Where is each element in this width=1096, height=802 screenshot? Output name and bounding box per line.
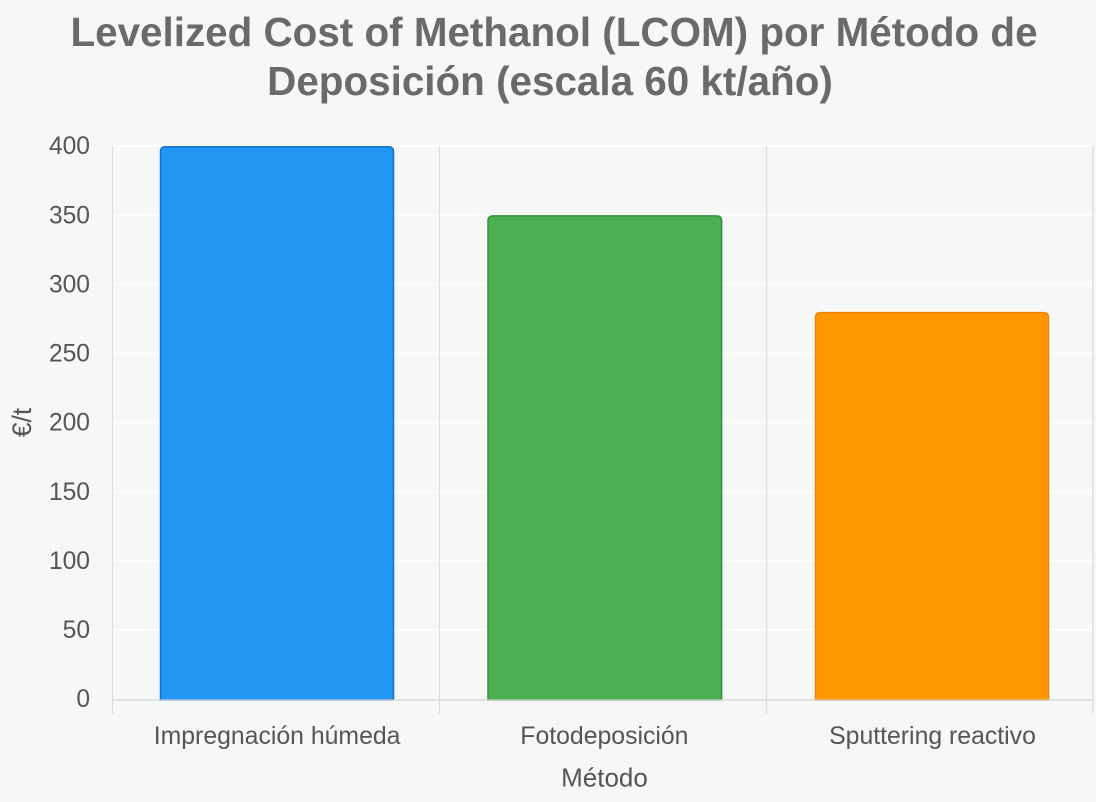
svg-text:0: 0 bbox=[76, 686, 90, 713]
svg-text:€/t: €/t bbox=[7, 407, 37, 437]
svg-text:Impregnación húmeda: Impregnación húmeda bbox=[154, 723, 401, 750]
svg-text:Deposición (escala 60 kt/año): Deposición (escala 60 kt/año) bbox=[267, 58, 833, 104]
svg-text:Levelized Cost of Methanol (LC: Levelized Cost of Methanol (LCOM) por Mé… bbox=[70, 9, 1037, 55]
svg-text:100: 100 bbox=[49, 548, 90, 575]
svg-text:Fotodeposición: Fotodeposición bbox=[520, 723, 688, 750]
svg-text:350: 350 bbox=[49, 202, 90, 229]
svg-text:Método: Método bbox=[561, 763, 648, 793]
svg-text:50: 50 bbox=[63, 617, 90, 644]
svg-text:150: 150 bbox=[49, 479, 90, 506]
svg-text:200: 200 bbox=[49, 410, 90, 437]
svg-text:400: 400 bbox=[49, 133, 90, 160]
svg-text:Sputtering reactivo: Sputtering reactivo bbox=[829, 723, 1036, 750]
svg-text:250: 250 bbox=[49, 341, 90, 368]
svg-text:300: 300 bbox=[49, 272, 90, 299]
